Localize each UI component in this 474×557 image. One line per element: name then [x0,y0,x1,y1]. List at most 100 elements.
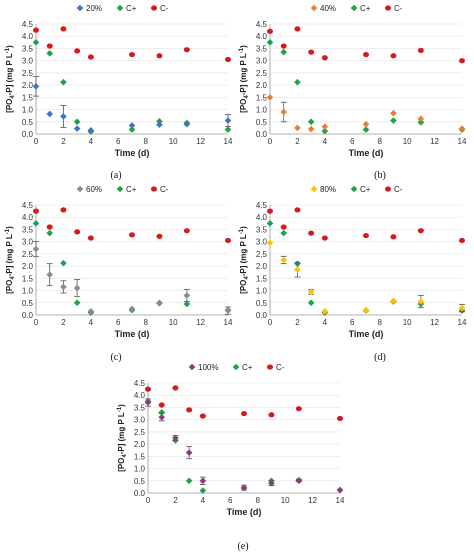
data-point [321,235,328,241]
y-tick-label: 1.0 [134,465,146,474]
y-tick-label: 0.5 [134,477,146,486]
data-point [144,399,152,406]
data-point [417,228,424,234]
data-point [46,229,54,237]
y-tick-label: 3.0 [256,57,268,66]
y-tick-label: 2.0 [256,262,268,271]
data-point [224,117,232,124]
y-tick-label: 0.5 [256,118,268,127]
x-tick-label: 0 [268,137,273,146]
series-Cminus [33,207,231,244]
data-point [185,477,193,485]
data-point [294,207,301,213]
y-tick-label: 4.5 [22,20,34,29]
y-tick-label: 0.0 [22,130,34,139]
data-point [307,118,315,126]
legend-marker [116,185,124,193]
data-point [60,113,67,120]
data-point [128,126,136,133]
data-point [145,386,151,392]
x-tick-label: 6 [350,137,355,146]
y-tick-label: 1.0 [256,106,268,115]
y-tick-label: 3.0 [134,416,146,425]
data-point [73,299,81,307]
y-tick-label: 2.0 [256,81,268,90]
data-point [390,109,397,117]
y-tick-label: 4.0 [256,213,268,222]
x-tick-label: 6 [228,496,233,505]
legend-item: 20% [76,4,102,13]
series-Cminus [267,26,465,64]
data-point [362,306,370,314]
data-point [390,234,397,240]
data-point [183,292,191,299]
x-tick-label: 2 [295,137,300,146]
y-tick-label: 1.0 [22,106,34,115]
series-Cminus [267,207,465,244]
x-tick-label: 12 [308,496,317,505]
x-tick-label: 0 [268,318,273,327]
data-point [186,407,193,413]
y-tick-label: 1.5 [22,274,34,283]
data-point [294,266,301,274]
data-point [156,233,163,239]
x-tick-label: 8 [255,496,260,505]
data-point [321,123,329,130]
data-point [158,409,166,416]
data-point [156,121,163,129]
legend-item: C+ [116,185,137,194]
data-point [128,122,136,129]
x-tick-label: 14 [224,137,233,146]
x-tick-label: 14 [458,318,467,327]
data-point [308,49,315,55]
y-tick-label: 2.5 [22,69,34,78]
data-point [46,50,54,57]
data-point [129,51,135,58]
data-point [199,413,206,419]
x-tick-label: 0 [34,137,39,146]
data-point [156,299,163,307]
data-point [74,48,81,54]
series-20pct [32,76,232,134]
x-tick-label: 2 [173,496,178,505]
chart-panel-3: 0.0 0.5 1.0 1.5 2.0 2.5 3.0 3.5 4.0 4.5 0 2 4 6 8 10 12 1… [5,185,233,363]
series-100pct [144,398,344,494]
legend-label: 80% [320,185,336,194]
data-point [199,487,207,494]
y-tick-label: 4.0 [22,213,34,222]
data-point [240,484,248,491]
data-point [46,271,54,278]
x-tick-label: 12 [196,318,205,327]
data-point [266,239,274,247]
data-point [46,43,53,49]
y-axis-label: [PO4-P] (mg P L-1) [5,45,16,113]
legend-label: C- [160,185,169,194]
data-point [267,208,273,214]
data-point [280,229,288,237]
data-point [363,232,369,239]
y-tick-label: 2.5 [256,250,268,259]
x-tick-label: 4 [323,318,328,327]
data-point [390,117,397,124]
y-tick-label: 1.5 [22,93,34,102]
legend-label: C- [160,4,169,13]
data-point [46,224,53,230]
x-tick-label: 6 [116,318,121,327]
data-point [390,53,397,59]
x-tick-label: 14 [336,496,345,505]
x-axis-label: Time (d) [227,507,262,517]
data-point [307,288,315,296]
legend-marker [310,185,318,193]
y-tick-label: 3.5 [22,44,34,53]
data-point [156,117,163,125]
data-point [280,256,288,264]
panel-caption: (b) [374,170,386,181]
y-axis-label: [PO4-P] (mg P L-1) [239,45,250,113]
legend-label: 40% [320,4,336,13]
y-tick-label: 2.5 [134,428,146,437]
y-tick-label: 0.5 [22,118,34,127]
y-tick-label: 0.0 [134,489,146,498]
panel-caption: (e) [237,541,248,552]
x-tick-label: 4 [89,318,94,327]
